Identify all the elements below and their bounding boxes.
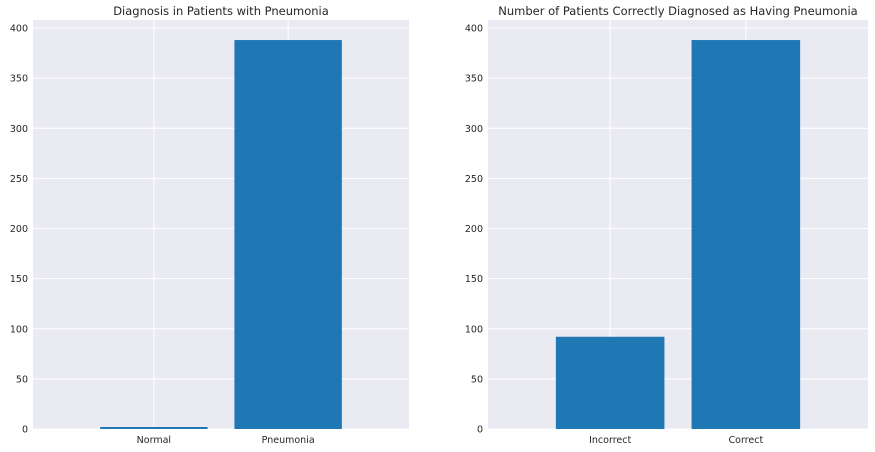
chart-title: Number of Patients Correctly Diagnosed a… (498, 4, 857, 18)
bar-incorrect (555, 336, 665, 429)
chart-left: 0 50 100 150 200 250 300 350 400 Normal Pneumonia D… (10, 4, 409, 446)
y-tick-label: 0 (477, 425, 483, 436)
y-tick-label: 300 (465, 124, 483, 135)
chart-title: Diagnosis in Patients with Pneumonia (113, 4, 329, 18)
y-tick-label: 400 (465, 24, 483, 35)
x-tick-label: Pneumonia (262, 435, 315, 446)
y-tick-label: 100 (465, 324, 483, 335)
y-tick-label: 250 (10, 174, 28, 185)
y-tick-label: 150 (465, 274, 483, 285)
y-tick-label: 200 (10, 224, 28, 235)
x-tick-label: Incorrect (589, 435, 631, 446)
chart-right: 0 50 100 150 200 250 300 350 400 Incorrect Correct… (465, 4, 868, 446)
plot-background (488, 20, 868, 429)
bar-normal (100, 426, 208, 429)
y-tick-label: 0 (22, 425, 28, 436)
y-tick-label: 400 (10, 24, 28, 35)
y-tick-label: 300 (10, 124, 28, 135)
plot-background (33, 20, 409, 429)
y-tick-label: 50 (471, 374, 483, 385)
x-tick-label: Correct (729, 435, 764, 446)
bar-pneumonia (234, 40, 342, 430)
y-tick-label: 50 (16, 374, 28, 385)
y-tick-label: 250 (465, 174, 483, 185)
y-tick-label: 200 (465, 224, 483, 235)
y-tick-label: 350 (465, 74, 483, 85)
x-tick-label: Normal (137, 435, 171, 446)
y-tick-label: 350 (10, 74, 28, 85)
y-tick-label: 100 (10, 324, 28, 335)
bar-correct (691, 40, 801, 430)
y-tick-label: 150 (10, 274, 28, 285)
